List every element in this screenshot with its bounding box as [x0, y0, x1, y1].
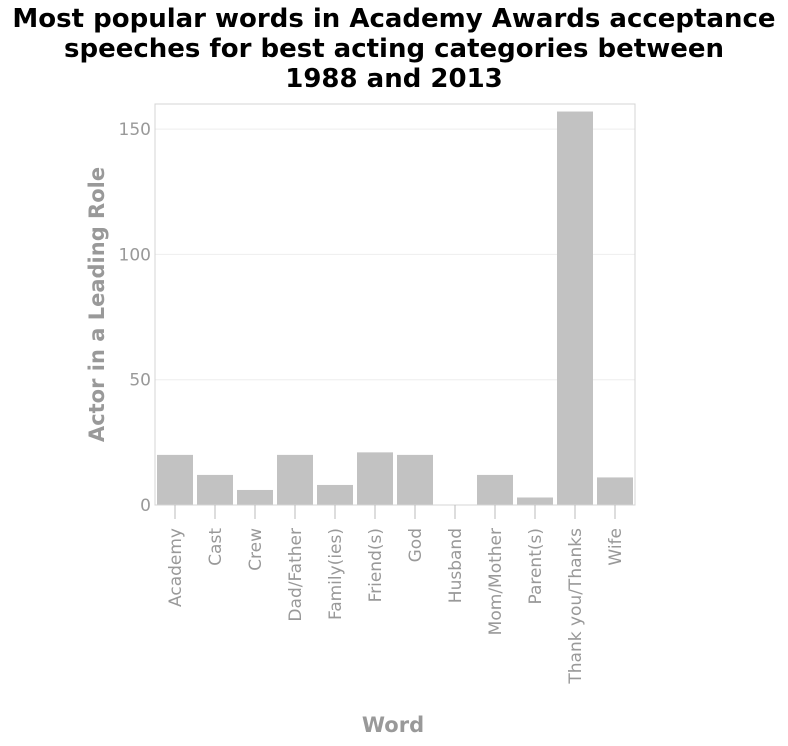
y-axis-ticks: 0 50 100 150 [119, 120, 151, 516]
x-tick-label: Crew [246, 528, 266, 571]
bar [237, 489, 273, 505]
bar [517, 497, 553, 505]
x-tick-label: God [406, 528, 426, 562]
x-tick-label: Husband [446, 528, 466, 603]
bar [357, 452, 393, 505]
chart-title-line-1: Most popular words in Academy Awards acc… [12, 4, 776, 34]
y-tick-label: 100 [119, 245, 151, 265]
bar [557, 111, 593, 506]
x-tick-label: Academy [166, 528, 186, 607]
chart-title: Most popular words in Academy Awards acc… [0, 4, 788, 94]
bar [277, 454, 313, 505]
chart-title-line-2: speeches for best acting categories betw… [63, 34, 725, 64]
x-tick-label: Parent(s) [526, 528, 546, 605]
y-tick-label: 150 [119, 120, 151, 140]
x-tick-label: Wife [606, 528, 626, 566]
bar [157, 454, 193, 505]
bars [157, 111, 633, 506]
y-tick-label: 50 [129, 371, 151, 391]
gridlines [155, 128, 635, 381]
x-tick-label: Friend(s) [366, 528, 386, 602]
x-axis-label: Word [362, 713, 424, 737]
x-tick-label: Mom/Mother [486, 528, 506, 635]
bar [197, 474, 233, 505]
x-tick-label: Thank you/Thanks [566, 528, 586, 685]
bar [397, 454, 433, 505]
x-tick-label: Family(ies) [326, 528, 346, 620]
y-tick-label: 0 [140, 496, 151, 516]
x-tick-label: Dad/Father [286, 528, 306, 622]
x-tick-label: Cast [206, 528, 226, 566]
chart-title-line-3: 1988 and 2013 [285, 64, 503, 94]
bar [597, 477, 633, 505]
y-axis-label: Actor in a Leading Role [85, 167, 109, 442]
x-axis-ticks: Academy Cast Crew Dad/Father Family(ies) Frie… [155, 504, 635, 685]
bar [477, 474, 513, 505]
bar [317, 484, 353, 505]
